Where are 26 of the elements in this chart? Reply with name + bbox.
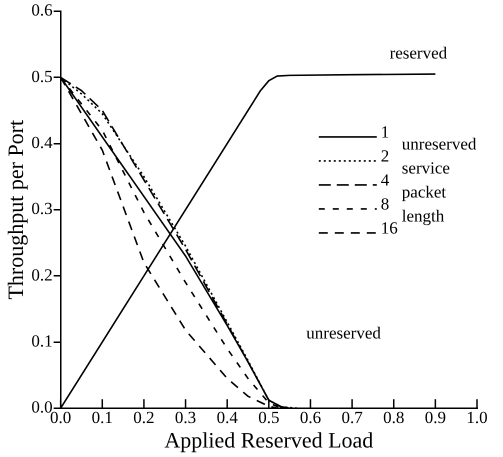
annotation: unreserved [306,324,382,343]
y-tick-label: 0.1 [31,332,53,350]
x-tick-label: 0.4 [216,408,238,427]
x-tick-label: 0.5 [258,408,280,427]
x-tick-label: 0.8 [383,408,404,427]
y-tick-label: 0.5 [31,66,53,86]
x-tick-label: 0.1 [92,408,113,427]
x-tick-label: 1.0 [466,408,488,427]
legend-label: 8 [380,194,390,214]
legend-label: 1 [380,122,390,142]
y-tick-label: 0.6 [31,0,53,20]
legend-title: unreserved service packet length [402,134,477,226]
x-tick-label: 0.3 [174,408,196,427]
x-tick-label: 0.7 [341,408,364,427]
x-tick-label: 0.2 [133,408,155,427]
legend-label: 2 [380,146,390,166]
legend-label: 16 [380,218,398,238]
x-tick-label: 0.9 [424,408,446,427]
y-tick-label: 0.3 [31,199,53,218]
y-tick-label: 0.2 [31,265,53,284]
x-tick-label: 0.6 [300,408,322,427]
annotation: reserved [390,44,448,63]
x-axis-title: Applied Reserved Load [164,428,374,453]
legend-label: 4 [380,170,390,190]
y-tick-label: 0.4 [31,133,54,152]
y-axis-title: Throughput per Port [2,120,28,300]
